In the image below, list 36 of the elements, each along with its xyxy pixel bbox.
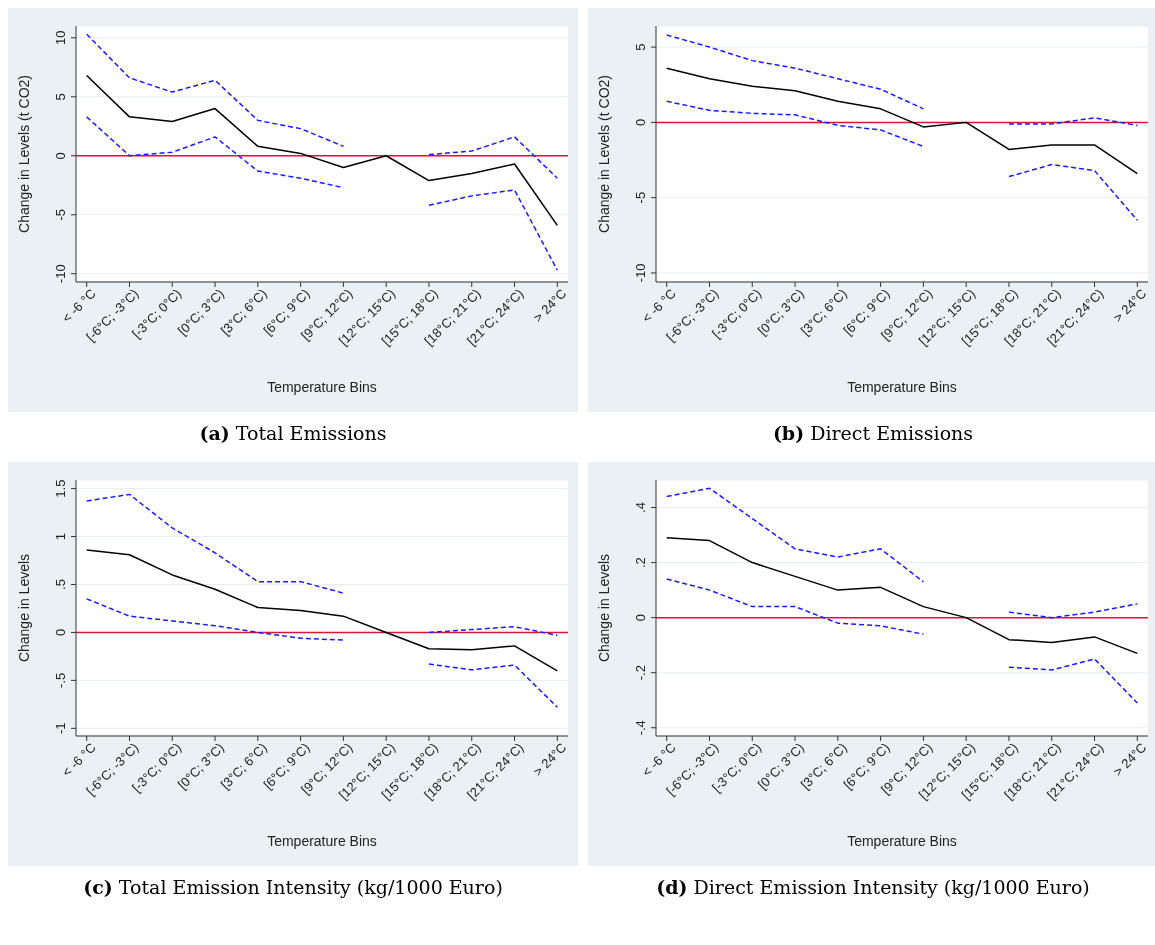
y-tick-label: 5 bbox=[53, 93, 68, 101]
line-series bbox=[85, 74, 559, 227]
y-tick-label: .4 bbox=[633, 502, 648, 513]
x-axis-title: Temperature Bins bbox=[267, 833, 377, 849]
text: (b) Direct Emissions bbox=[771, 421, 975, 446]
y-axis-title: Change in Levels (t CO2) bbox=[595, 75, 612, 233]
y-tick-label: -.4 bbox=[633, 720, 648, 736]
y-tick-label: -10 bbox=[633, 263, 648, 283]
text: (a) Total Emissions bbox=[198, 421, 388, 446]
line-series bbox=[85, 549, 559, 672]
y-axis-title: Change in Levels bbox=[595, 553, 612, 663]
y-tick-label: -5 bbox=[53, 208, 68, 221]
y-tick-label: 0 bbox=[53, 628, 68, 637]
y-tick-label: 0 bbox=[53, 152, 68, 160]
x-axis-title: Temperature Bins bbox=[847, 379, 957, 395]
text: (d) Direct Emission Intensity (kg/1000 Euro) bbox=[655, 875, 1091, 900]
y-axis-title: Change in Levels bbox=[15, 553, 32, 663]
x-axis-title: Temperature Bins bbox=[267, 379, 377, 395]
line-series bbox=[665, 67, 1139, 175]
y-tick-label: 5 bbox=[633, 43, 648, 51]
y-tick-label: 1.5 bbox=[53, 479, 68, 498]
y-tick-label: 1 bbox=[53, 532, 68, 541]
y-tick-label: -.5 bbox=[53, 672, 68, 688]
x-axis-title: Temperature Bins bbox=[847, 833, 957, 849]
y-tick-label: -.2 bbox=[633, 665, 648, 681]
y-tick-label: 0 bbox=[633, 614, 648, 622]
line-series bbox=[665, 537, 1139, 655]
y-tick-label: -5 bbox=[633, 191, 648, 204]
y-tick-label: .5 bbox=[53, 579, 68, 590]
text: (c) Total Emission Intensity (kg/1000 Euro) bbox=[82, 875, 504, 900]
y-axis-title: Change in Levels (t CO2) bbox=[15, 75, 32, 233]
y-tick-label: -1 bbox=[53, 722, 68, 735]
y-tick-label: 10 bbox=[53, 30, 68, 46]
y-tick-label: 0 bbox=[633, 118, 648, 126]
y-tick-label: .2 bbox=[633, 557, 648, 568]
y-tick-label: -10 bbox=[53, 264, 68, 284]
